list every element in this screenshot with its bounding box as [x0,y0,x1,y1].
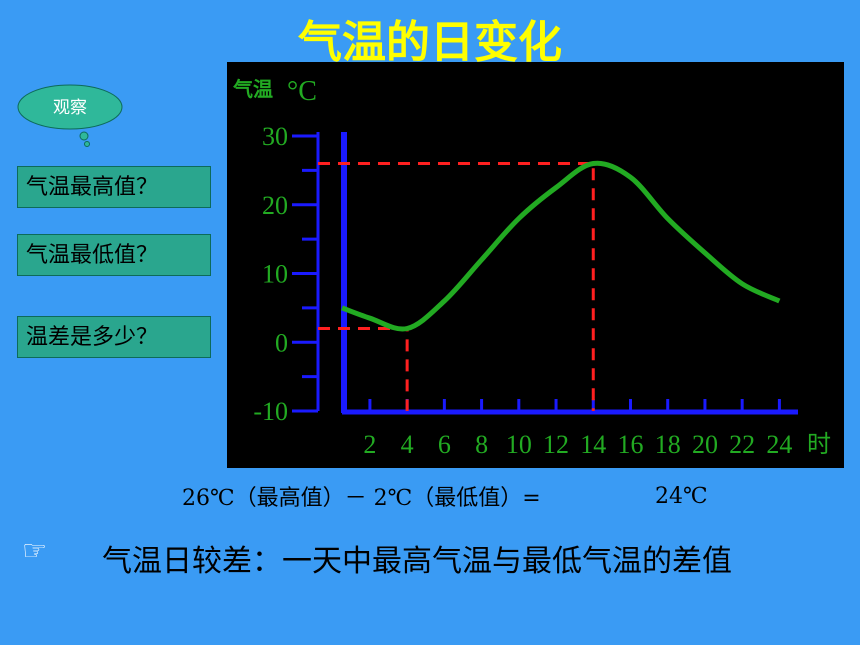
x-tick-label: 12 [543,430,569,459]
chart-background [227,62,844,468]
x-tick-label: 2 [363,430,376,459]
x-tick-label: 18 [655,430,681,459]
question-box: 气温最低值？ [17,234,211,276]
x-tick-label: 10 [506,430,532,459]
x-tick-label: 20 [692,430,718,459]
y-axis-label: 气温 [232,77,273,101]
callout-cloud: 观察 [17,84,123,147]
y-tick-label: 30 [262,122,288,151]
definition: 气温日较差：一天中最高气温与最低气温的差值 [102,544,732,579]
y-tick-label: 0 [275,328,288,357]
x-tick-label: 24 [766,430,792,459]
question-box: 温差是多少？ [17,316,211,358]
temperature-curve [341,160,781,332]
formula: 26℃（最高值）－ 2℃（最低值）= [182,486,541,511]
x-tick-label: 4 [401,430,414,459]
x-tick-label: 22 [729,430,755,459]
x-axis-unit: 时 [807,430,831,458]
x-tick-label: 8 [475,430,488,459]
question-box: 气温最高值？ [17,166,211,208]
x-tick-label: 14 [580,430,606,459]
y-axis-unit: °C [287,76,317,107]
result: 24℃ [655,484,708,509]
bullet-icon: ☞ [22,534,48,567]
y-tick-label: 20 [262,191,288,220]
y-tick-label: 10 [262,260,288,289]
x-tick-label: 6 [438,430,451,459]
slide-title: 气温的日变化 [298,17,562,68]
callout-text: 观察 [53,98,87,118]
y-tick-label: -10 [253,397,288,426]
x-tick-label: 16 [617,430,643,459]
guide-line [318,162,595,411]
